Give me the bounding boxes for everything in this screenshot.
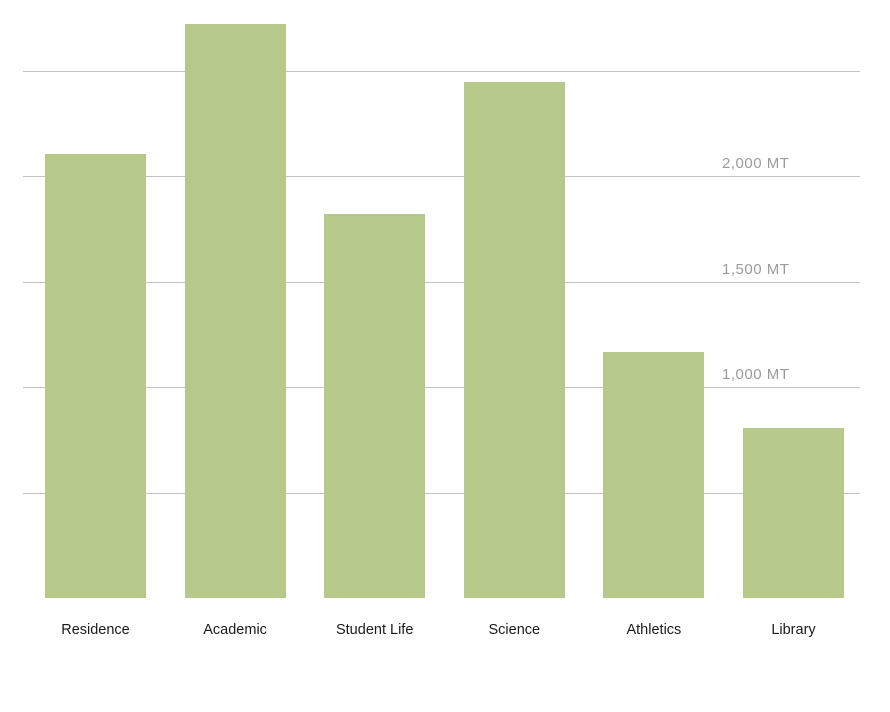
gridline (23, 70, 860, 72)
y-tick-label: 1,500 MT (722, 260, 790, 278)
bar-library (743, 428, 844, 598)
bar-residence (45, 153, 146, 598)
x-category-label: Residence (61, 622, 130, 638)
gridline (23, 387, 860, 389)
bar-science (463, 82, 565, 598)
y-tick-label: 1,000 MT (722, 366, 790, 384)
x-category-label: Science (488, 622, 541, 638)
x-category-label: Library (771, 622, 816, 638)
bar-athletics (603, 352, 705, 598)
gridline (23, 176, 860, 178)
x-category-label: Academic (203, 622, 267, 638)
bar-student-life (324, 214, 426, 598)
y-tick-label: 2,000 MT (722, 155, 790, 173)
x-category-label: Athletics (626, 622, 682, 638)
x-category-label: Student Life (335, 622, 414, 638)
bar-academic (184, 24, 286, 598)
gridline (23, 492, 860, 494)
gridline (23, 281, 860, 283)
